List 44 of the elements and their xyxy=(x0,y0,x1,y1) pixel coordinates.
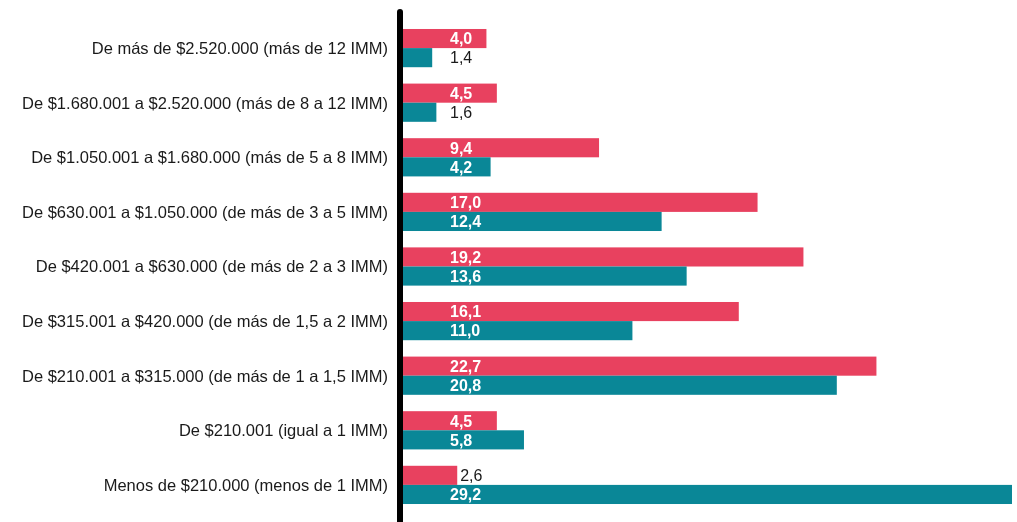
data-label: 19,2 xyxy=(450,248,482,266)
data-label: 2,6 xyxy=(460,467,483,485)
y-tick-label: De $630.001 a $1.050.000 (de más de 3 a 5 IMM) xyxy=(22,202,388,221)
bar xyxy=(403,138,600,158)
bar xyxy=(403,211,662,232)
data-label: 17,0 xyxy=(450,194,482,212)
bar xyxy=(403,411,497,431)
data-label: 12,4 xyxy=(450,213,482,231)
bar xyxy=(403,356,877,376)
data-label: 5,8 xyxy=(450,431,473,449)
y-tick-label: De $1.680.001 a $2.520.000 (más de 8 a 12 IMM) xyxy=(22,93,388,112)
y-tick-label: De $315.001 a $420.000 (de más de 1,5 a 2 IMM) xyxy=(22,312,388,331)
bar xyxy=(403,192,758,212)
bar xyxy=(403,266,687,286)
y-tick-label: De más de $2.520.000 (más de 12 IMM) xyxy=(91,39,388,58)
y-tick-label: De $210.001 (igual a 1 IMM) xyxy=(178,421,388,440)
data-label: 1,6 xyxy=(450,104,473,122)
data-label: 20,8 xyxy=(450,377,482,395)
data-label: 11,0 xyxy=(450,322,481,340)
data-label: 1,4 xyxy=(450,49,473,67)
bar xyxy=(403,430,524,450)
y-tick-label: De $420.001 a $630.000 (de más de 2 a 3 IMM) xyxy=(35,257,388,276)
y-tick-label: De $210.001 a $315.000 (de más de 1 a 1,5 IMM) xyxy=(22,366,388,385)
data-label: 22,7 xyxy=(450,357,482,375)
bar xyxy=(403,83,497,103)
bar xyxy=(403,247,804,267)
data-label: 4,5 xyxy=(450,84,473,102)
data-label: 9,4 xyxy=(450,139,473,157)
data-label: 4,2 xyxy=(450,158,473,176)
bar xyxy=(403,301,739,322)
bar xyxy=(403,48,433,68)
data-label: 4,0 xyxy=(450,30,473,48)
data-label: 29,2 xyxy=(450,486,482,504)
bar xyxy=(403,157,491,177)
bar xyxy=(403,465,458,485)
data-label: 16,1 xyxy=(450,303,482,321)
data-label: 13,6 xyxy=(450,267,482,285)
y-tick-label: De $1.050.001 a $1.680.000 (más de 5 a 8 IMM) xyxy=(31,148,388,167)
bar xyxy=(403,484,1012,505)
bar xyxy=(403,321,633,341)
bar xyxy=(403,102,437,122)
data-label: 4,5 xyxy=(450,412,473,430)
y-tick-label: Menos de $210.000 (menos de 1 IMM) xyxy=(103,475,388,494)
bar xyxy=(403,375,837,395)
